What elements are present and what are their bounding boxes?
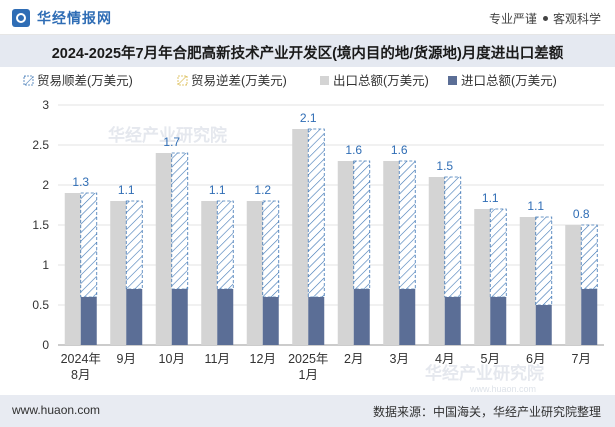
legend-label: 进口总额(万美元) [461, 74, 557, 88]
x-tick-label: 2025年 1月 [288, 352, 328, 382]
x-tick-label: 10月 [159, 352, 185, 366]
y-tick-label: 1.5 [32, 218, 49, 232]
x-axis: 2024年 8月 9月 10月 11月 12月 2025年 1月 2月 3月 4月 5月 6月 7月 [61, 352, 591, 382]
surplus-bar [489, 208, 507, 298]
data-source: 数据来源：中国海关，华经产业研究院整理 [372, 405, 601, 419]
export-bar [337, 161, 354, 345]
x-tick-label: 6月 [526, 352, 545, 366]
y-tick-label: 0.5 [32, 298, 49, 312]
data-label: 1.5 [436, 159, 453, 173]
watermark-text: 华经产业研究院 [108, 125, 227, 145]
bullet-icon [542, 16, 548, 21]
legend-swatch [23, 75, 34, 86]
import-bar [490, 297, 507, 345]
x-tick-label: 7月 [572, 352, 591, 366]
legend-swatch [448, 76, 457, 85]
y-tick-label: 2.5 [32, 138, 49, 152]
legend-swatch [177, 75, 188, 86]
bars: 1.3 1.1 1.7 1.1 1.2 2.1 1.6 1.6 1.5 1.1 1.1 0.8 [64, 111, 598, 345]
y-tick-label: 2 [42, 178, 49, 192]
grid-lines [58, 104, 604, 306]
data-label: 2.1 [300, 111, 317, 125]
title-bar: 2024-2025年7月年合肥高新技术产业开发区(境内目的地/货源地)月度进出口… [0, 35, 615, 67]
tagline: 专业严谨 客观科学 [489, 10, 601, 27]
x-tick-label: 12月 [250, 352, 276, 366]
export-bar [201, 201, 218, 345]
import-bar [308, 297, 325, 345]
brand-logo[interactable]: 华经情报网 [12, 8, 112, 28]
import-bar [217, 289, 234, 345]
data-label: 1.2 [254, 183, 271, 197]
chart-legend: 贸易顺差(万美元) 贸易逆差(万美元) 出口总额(万美元) 进口总额(万美元) [23, 73, 557, 88]
import-bar [535, 305, 552, 345]
brand-name: 华经情报网 [37, 10, 112, 26]
legend-swatch [320, 76, 329, 85]
import-bar [444, 297, 461, 345]
export-bar [519, 217, 536, 345]
surplus-bar [398, 160, 416, 290]
tagline-left: 专业严谨 [488, 12, 537, 26]
x-tick-label: 2月 [344, 352, 363, 366]
surplus-bar [307, 128, 325, 298]
legend-label: 贸易顺差(万美元) [37, 74, 133, 88]
footer: www.huaon.com 数据来源：中国海关，华经产业研究院整理 [0, 395, 615, 427]
surplus-bar [535, 216, 553, 306]
y-tick-label: 3 [42, 98, 49, 112]
export-bar [565, 225, 582, 345]
data-label: 1.1 [482, 191, 499, 205]
y-tick-label: 0 [42, 338, 49, 352]
data-label: 0.8 [573, 207, 590, 221]
export-bar [246, 201, 263, 345]
x-tick-label: 5月 [481, 352, 500, 366]
surplus-bar [444, 176, 462, 298]
watermark-text: 华经产业研究院 [425, 363, 544, 383]
x-tick-label: 2024年 8月 [61, 352, 101, 382]
x-tick-label: 11月 [205, 352, 230, 366]
x-tick-label: 3月 [390, 352, 409, 366]
x-tick-label: 9月 [117, 352, 136, 366]
export-bar [383, 161, 400, 345]
data-label: 1.1 [209, 183, 226, 197]
data-label: 1.3 [72, 175, 89, 189]
surplus-bar [80, 192, 98, 298]
data-label: 1.1 [527, 199, 544, 213]
import-bar [80, 297, 97, 345]
surplus-bar [171, 152, 189, 290]
import-bar [399, 289, 416, 345]
surplus-bar [353, 160, 371, 290]
data-label: 1.6 [345, 143, 362, 157]
legend-label: 贸易逆差(万美元) [191, 73, 287, 88]
tagline-right: 客观科学 [552, 12, 601, 26]
import-bar [581, 289, 598, 345]
data-label: 1.1 [118, 183, 135, 197]
export-bar [292, 129, 309, 345]
footer-url[interactable]: www.huaon.com [12, 403, 101, 417]
surplus-bar [262, 200, 280, 298]
import-bar [262, 297, 279, 345]
y-axis: 0 0.5 1 1.5 2 2.5 3 [32, 98, 604, 352]
y-tick-label: 1 [42, 258, 49, 272]
top-bar: 华经情报网 专业严谨 客观科学 [0, 0, 615, 35]
export-bar [110, 201, 127, 345]
x-tick-label: 4月 [435, 352, 454, 366]
chart-title: 2024-2025年7月年合肥高新技术产业开发区(境内目的地/货源地)月度进出口… [51, 46, 564, 62]
data-label: 1.6 [391, 143, 408, 157]
export-bar [64, 193, 81, 345]
import-bar [353, 289, 370, 345]
import-bar [126, 289, 143, 345]
export-bar [428, 177, 445, 345]
surplus-bar [125, 200, 143, 290]
brand-logo-icon [12, 9, 30, 27]
watermark-url: www.huaon.com [469, 384, 536, 394]
surplus-bar [580, 224, 598, 290]
legend-label: 出口总额(万美元) [333, 74, 429, 88]
export-bar [155, 153, 172, 345]
export-bar [474, 209, 491, 345]
data-label: 1.7 [163, 135, 180, 149]
import-bar [171, 289, 188, 345]
surplus-bar [216, 200, 234, 290]
